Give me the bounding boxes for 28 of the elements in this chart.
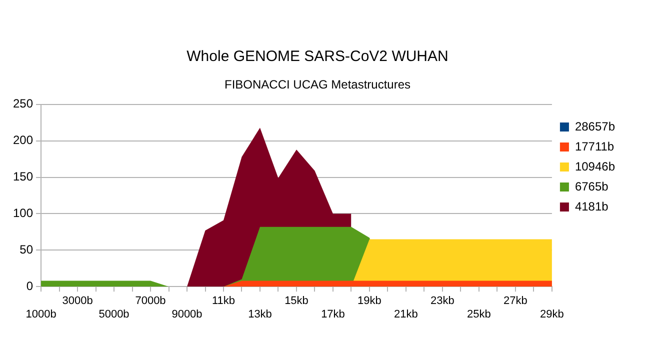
y-tick-label: 250 [12, 96, 34, 111]
x-tick-label: 29kb [540, 308, 564, 320]
x-tick-label: 9000b [172, 308, 202, 320]
legend-label: 4181b [574, 199, 609, 214]
chart-title: Whole GENOME SARS-CoV2 WUHAN [186, 48, 448, 66]
x-tick-label: 25kb [467, 308, 491, 320]
x-tick-label: 23kb [430, 295, 454, 308]
x-tick-label: 11kb [212, 295, 236, 308]
x-tick-label: 13kb [248, 308, 272, 320]
x-tick-label: 15kb [284, 295, 308, 308]
x-tick-label: 7000b [135, 295, 166, 308]
x-tick-label: 17kb [321, 308, 345, 320]
y-tick-label: 0 [26, 278, 34, 293]
legend-label: 28657b [574, 119, 616, 134]
x-tick-label: 1000b [26, 308, 56, 320]
x-tick-label: 19kb [358, 295, 382, 308]
y-tick-label: 50 [20, 242, 34, 256]
y-tick-label: 200 [12, 133, 34, 148]
legend-label: 17711b [574, 139, 614, 154]
y-tick-label: 150 [12, 170, 34, 184]
legend-label: 10946b [574, 159, 616, 174]
legend-label: 6765b [574, 179, 609, 194]
y-tick-label: 100 [12, 206, 34, 220]
chart-subtitle: FIBONACCI UCAG Metastructures [224, 78, 411, 92]
x-tick-label: 27kb [504, 295, 528, 308]
x-tick-label: 5000b [98, 308, 130, 320]
x-tick-label: 3000b [62, 295, 93, 308]
x-tick-label: 21kb [394, 308, 418, 320]
